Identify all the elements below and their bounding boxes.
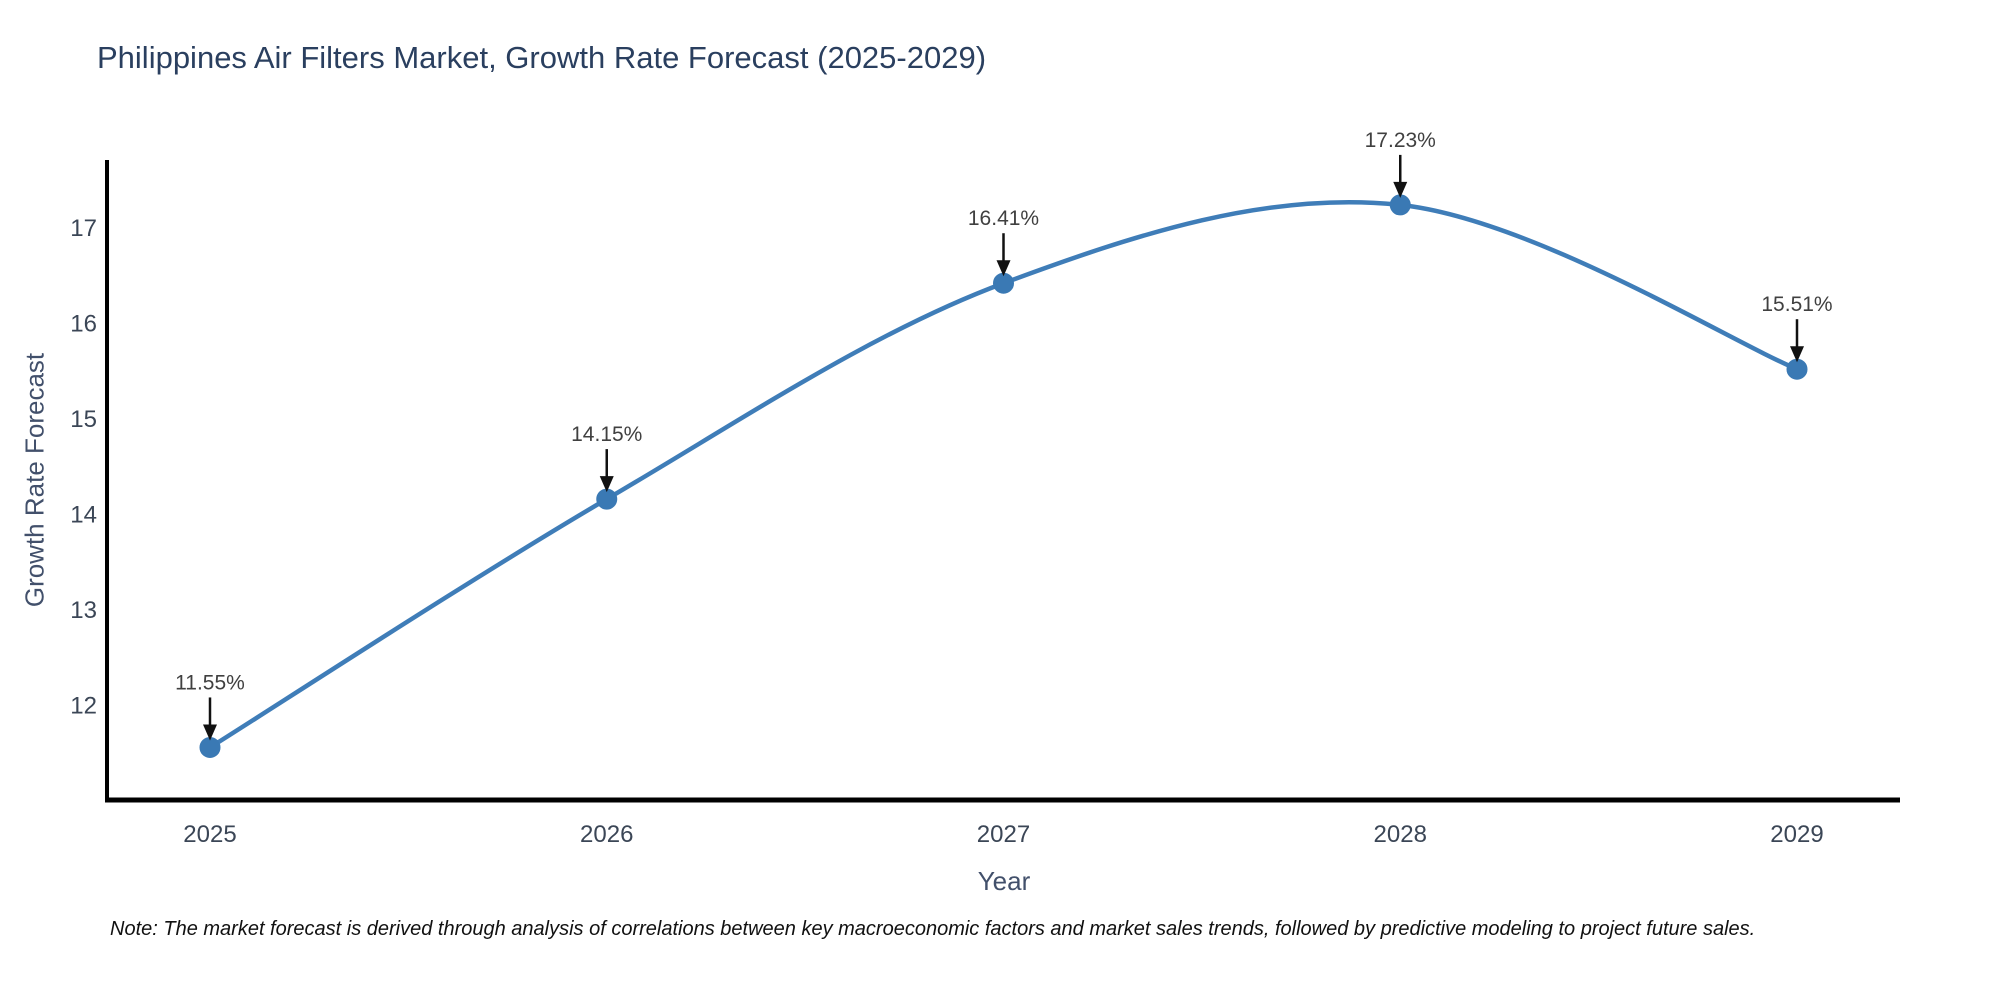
x-tick-label: 2027 <box>977 821 1030 848</box>
data-point-label: 17.23% <box>1365 129 1436 152</box>
data-point-label: 15.51% <box>1761 293 1832 316</box>
annotation-arrowhead <box>1790 346 1804 363</box>
x-tick-label: 2029 <box>1770 821 1823 848</box>
y-tick-label: 15 <box>70 406 97 433</box>
data-point-label: 16.41% <box>968 207 1039 230</box>
data-point-label: 11.55% <box>175 671 245 694</box>
annotation-arrowhead <box>1393 181 1408 198</box>
x-tick-label: 2028 <box>1374 821 1427 848</box>
x-tick-label: 2026 <box>580 821 633 848</box>
y-tick-label: 13 <box>70 597 97 624</box>
y-tick-label: 12 <box>70 692 97 719</box>
y-tick-label: 14 <box>70 501 97 528</box>
y-axis-title: Growth Rate Forecast <box>19 352 50 608</box>
x-tick-label: 2025 <box>183 821 236 848</box>
footnote: Note: The market forecast is derived thr… <box>110 918 1756 940</box>
annotation-arrowhead <box>996 260 1011 277</box>
x-axis-title: Year <box>977 866 1031 896</box>
annotation-arrowhead <box>203 724 217 741</box>
chart-title: Philippines Air Filters Market, Growth R… <box>97 40 987 75</box>
y-tick-label: 17 <box>70 215 97 242</box>
annotation-arrowhead <box>599 476 614 493</box>
y-tick-label: 16 <box>70 310 97 337</box>
data-point-label: 14.15% <box>571 423 642 446</box>
